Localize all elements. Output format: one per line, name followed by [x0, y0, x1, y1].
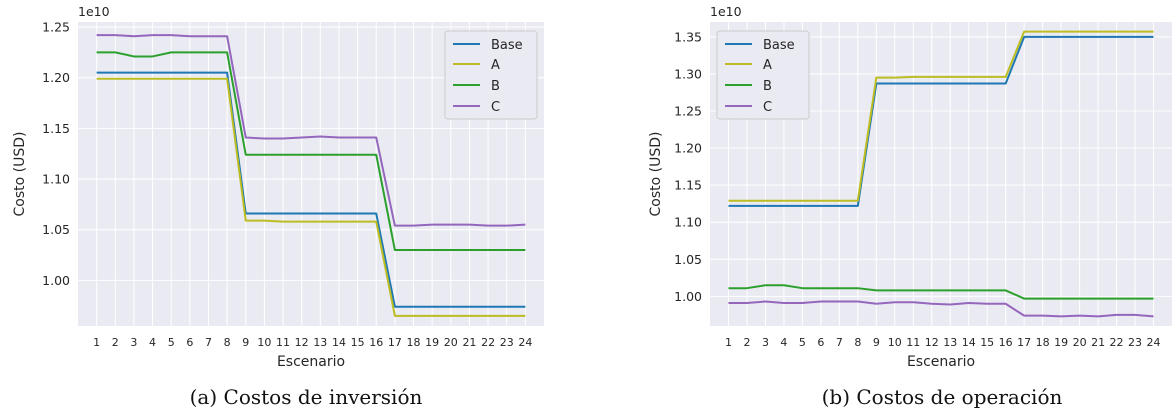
legend-label-c: C [763, 100, 772, 115]
x-axis-label: Escenario [277, 354, 345, 370]
x-tick-label: 1 [725, 336, 732, 349]
x-tick-label: 10 [888, 336, 902, 349]
y-axis-label: Costo (USD) [648, 132, 664, 217]
y-tick-label: 1.10 [42, 172, 70, 187]
x-tick-label: 21 [1091, 336, 1105, 349]
y-tick-label: 1.35 [674, 29, 702, 44]
y-tick-label: 1.30 [674, 66, 702, 81]
series-line-c [96, 34, 526, 227]
x-tick-label: 17 [388, 336, 402, 349]
x-tick-label: 24 [1147, 336, 1161, 349]
y-tick-label: 1.05 [674, 252, 702, 267]
x-ticks: 1 2 3 4 5 6 7 8 9 10 11 12 13 14 15 16 17 18 19 20 21 22 23 24 [725, 336, 1161, 349]
y-tick-label: 1.25 [674, 103, 702, 118]
x-tick-label: 5 [799, 336, 806, 349]
legend-frame [444, 30, 538, 120]
y-tick-label: 1.15 [674, 178, 702, 193]
x-tick-label: 22 [1110, 336, 1124, 349]
x-tick-label: 21 [462, 336, 476, 349]
y-tick-label: 1.15 [42, 121, 70, 136]
x-tick-label: 7 [205, 336, 212, 349]
caption: (b) Costos de operación [822, 385, 1063, 409]
x-tick-label: 2 [112, 336, 119, 349]
x-tick-label: 13 [943, 336, 957, 349]
x-tick-label: 17 [1017, 336, 1031, 349]
x-ticks: 1 2 3 4 5 6 7 8 9 10 11 12 13 14 15 16 17 18 19 20 21 22 23 24 [93, 336, 532, 349]
x-tick-label: 3 [762, 336, 769, 349]
legend-label-a: A [491, 58, 500, 73]
legend: Base A B C [444, 30, 538, 120]
series-layer [728, 30, 1154, 318]
series-line-base [728, 35, 1154, 207]
x-tick-label: 20 [1073, 336, 1087, 349]
legend-label-b: B [491, 79, 500, 94]
series-line-a [96, 77, 526, 317]
legend-label-b: B [763, 79, 772, 94]
x-tick-label: 24 [518, 336, 532, 349]
x-tick-label: 4 [780, 336, 787, 349]
x-tick-label: 19 [1054, 336, 1068, 349]
x-tick-label: 9 [873, 336, 880, 349]
y-tick-label: 1.05 [42, 222, 70, 237]
x-tick-label: 18 [407, 336, 421, 349]
series-line-b [728, 284, 1154, 300]
caption: (a) Costos de inversión [190, 385, 423, 409]
x-tick-label: 9 [242, 336, 249, 349]
legend-label-base: Base [763, 38, 795, 53]
x-tick-label: 8 [854, 336, 861, 349]
y-ticks: 1.00 1.05 1.10 1.15 1.20 1.25 1.30 1.35 [674, 29, 702, 304]
legend-label-base: Base [491, 38, 523, 53]
x-tick-label: 15 [980, 336, 994, 349]
y-axis-label: Costo (USD) [12, 132, 28, 217]
x-tick-label: 11 [906, 336, 920, 349]
x-tick-label: 23 [1128, 336, 1142, 349]
y-tick-label: 1.25 [42, 20, 70, 35]
offset-text: 1e10 [78, 4, 110, 19]
y-tick-label: 1.20 [42, 70, 70, 85]
x-tick-label: 2 [743, 336, 750, 349]
x-tick-label: 23 [500, 336, 514, 349]
y-tick-label: 1.00 [674, 289, 702, 304]
x-tick-label: 14 [332, 336, 346, 349]
y-ticks: 1.00 1.05 1.10 1.15 1.20 1.25 [42, 20, 70, 288]
y-tick-label: 1.20 [674, 141, 702, 156]
x-tick-label: 10 [257, 336, 271, 349]
panel-investment: 1.001.051.101.151.201.25 1 2 3 4 5 6 7 8 9 10 11 12… [12, 4, 544, 409]
y-tick-label: 1.00 [42, 273, 70, 288]
x-tick-label: 6 [817, 336, 824, 349]
x-tick-label: 11 [276, 336, 290, 349]
x-tick-label: 12 [295, 336, 309, 349]
y-tick-label: 1.10 [674, 215, 702, 230]
x-tick-label: 1 [93, 336, 100, 349]
x-tick-label: 5 [168, 336, 175, 349]
x-tick-label: 16 [369, 336, 383, 349]
x-tick-label: 20 [444, 336, 458, 349]
x-tick-label: 16 [999, 336, 1013, 349]
x-tick-label: 18 [1036, 336, 1050, 349]
x-tick-label: 12 [925, 336, 939, 349]
x-tick-label: 7 [836, 336, 843, 349]
series-line-base [96, 71, 526, 308]
legend-label-a: A [763, 58, 772, 73]
legend-frame [716, 30, 810, 120]
x-tick-label: 4 [149, 336, 156, 349]
legend-label-c: C [491, 100, 500, 115]
x-tick-label: 19 [425, 336, 439, 349]
offset-text: 1e10 [710, 4, 742, 19]
x-tick-label: 15 [351, 336, 365, 349]
x-tick-label: 3 [130, 336, 137, 349]
legend: Base A B C [716, 30, 810, 120]
x-tick-label: 22 [481, 336, 495, 349]
series-line-c [728, 300, 1154, 318]
x-tick-label: 6 [186, 336, 193, 349]
x-tick-label: 8 [224, 336, 231, 349]
series-line-b [96, 51, 526, 251]
x-axis-label: Escenario [907, 354, 975, 370]
series-layer [96, 34, 526, 317]
x-tick-label: 14 [962, 336, 976, 349]
x-tick-label: 13 [313, 336, 327, 349]
series-line-a [728, 30, 1154, 202]
